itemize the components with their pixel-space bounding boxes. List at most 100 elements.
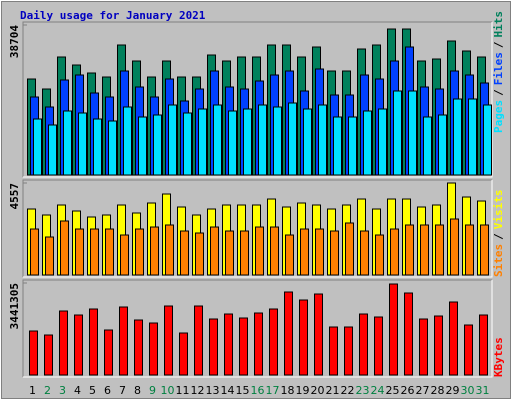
x-tick-label: 15 — [236, 384, 250, 397]
x-tick-label: 2 — [44, 384, 51, 397]
bar — [315, 228, 324, 276]
bar — [434, 315, 443, 376]
x-tick-label: 1 — [29, 384, 36, 397]
x-tick-label: 25 — [386, 384, 400, 397]
bar — [378, 108, 387, 176]
bar — [360, 230, 369, 276]
bar — [225, 230, 234, 276]
x-tick-label: 17 — [266, 384, 280, 397]
bar — [288, 102, 297, 176]
bar — [104, 329, 113, 376]
x-tick-label: 3 — [59, 384, 66, 397]
x-tick-label: 16 — [251, 384, 265, 397]
x-tick-label: 13 — [206, 384, 220, 397]
bar — [48, 124, 57, 176]
legend-separator: / — [492, 41, 505, 48]
x-tick-label: 14 — [221, 384, 235, 397]
bar — [149, 322, 158, 376]
legend-entry: Files — [492, 52, 505, 85]
x-tick-label: 12 — [191, 384, 205, 397]
bar — [450, 218, 459, 276]
bar — [333, 116, 342, 176]
bar — [449, 301, 458, 376]
plot-bevel-light — [23, 180, 493, 278]
chart-title: Daily usage for January 2021 — [20, 9, 206, 22]
bar — [299, 299, 308, 376]
legend: Pages / Files / Hits — [492, 11, 505, 133]
bar — [254, 312, 263, 376]
x-tick-label: 24 — [371, 384, 385, 397]
legend-entry: Hits — [492, 11, 505, 38]
bar — [285, 234, 294, 276]
legend-entry: Pages — [492, 100, 505, 133]
bar — [374, 316, 383, 376]
y-tick-label: 3441305 — [8, 283, 21, 329]
bar — [420, 224, 429, 276]
legend-entry: KBytes — [492, 337, 505, 377]
bar — [330, 230, 339, 276]
bar — [224, 313, 233, 376]
bar — [120, 234, 129, 276]
bar — [389, 283, 398, 376]
bar — [344, 326, 353, 376]
bar — [179, 332, 188, 376]
x-tick-label: 20 — [311, 384, 325, 397]
bar — [240, 230, 249, 276]
bar — [318, 104, 327, 176]
x-tick-label: 21 — [326, 384, 340, 397]
x-tick-label: 9 — [149, 384, 156, 397]
bar — [78, 112, 87, 176]
bar — [93, 118, 102, 176]
bar — [153, 114, 162, 176]
x-tick-label: 18 — [281, 384, 295, 397]
bar — [284, 291, 293, 376]
bar — [60, 220, 69, 276]
bar — [465, 224, 474, 276]
x-tick-label: 23 — [356, 384, 370, 397]
legend-entry: Visits — [492, 190, 505, 230]
bar — [105, 228, 114, 276]
bar — [33, 118, 42, 176]
legend-entry: Sites — [492, 244, 505, 277]
x-tick-label: 26 — [401, 384, 415, 397]
bar — [243, 108, 252, 176]
bar — [258, 104, 267, 176]
bar — [453, 98, 462, 176]
bar — [119, 306, 128, 376]
bar — [213, 104, 222, 176]
bar — [423, 116, 432, 176]
bar — [195, 232, 204, 276]
bar — [363, 110, 372, 176]
bar — [393, 90, 402, 176]
bar — [63, 110, 72, 176]
bar — [29, 330, 38, 376]
bar — [359, 313, 368, 376]
plot-bevel-dark — [22, 179, 492, 277]
bar — [183, 112, 192, 176]
y-tick-label: 4557 — [8, 183, 21, 210]
bar — [108, 120, 117, 176]
legend: Sites / Visits — [492, 190, 505, 278]
bar — [314, 293, 323, 376]
bar — [59, 310, 68, 376]
bar — [123, 106, 132, 176]
x-tick-label: 28 — [431, 384, 445, 397]
bar — [210, 226, 219, 276]
bar — [138, 116, 147, 176]
legend-separator: / — [492, 89, 505, 96]
bar — [228, 110, 237, 176]
plot-bevel-dark — [22, 279, 492, 377]
bar — [303, 108, 312, 176]
bar — [483, 104, 492, 176]
bar — [273, 106, 282, 176]
bar — [150, 226, 159, 276]
x-tick-label: 30 — [461, 384, 475, 397]
x-tick-label: 27 — [416, 384, 430, 397]
bar — [405, 224, 414, 276]
x-tick-label: 8 — [134, 384, 141, 397]
x-tick-label: 6 — [104, 384, 111, 397]
y-tick-label: 38704 — [8, 25, 21, 58]
bar — [300, 228, 309, 276]
bar — [44, 334, 53, 376]
plot-bevel-light — [23, 22, 493, 178]
